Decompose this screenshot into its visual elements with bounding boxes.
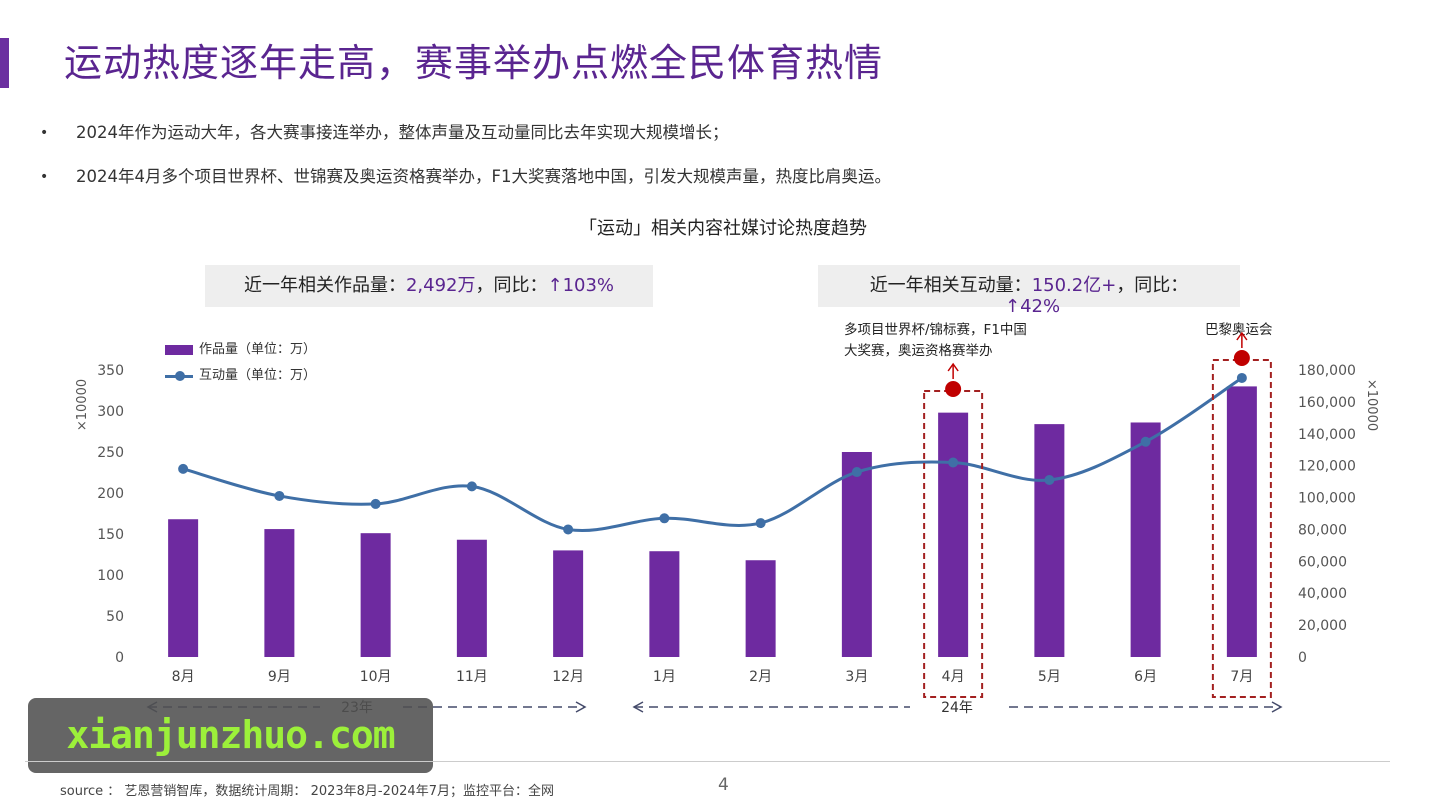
july-annotation: 巴黎奥运会 (1205, 320, 1273, 341)
interactions-stat-value: 150.2亿+ (1031, 275, 1117, 296)
y-left-tick-label: 250 (97, 445, 124, 461)
y-right-axis-label: ×10000 (1364, 379, 1379, 431)
bullet-text: 2024年作为运动大年，各大赛事接连举办，整体声量及互动量同比去年实现大规模增长… (76, 123, 729, 142)
highlight-box-4月 (923, 390, 984, 698)
bar-1月 (649, 551, 680, 657)
bar-8月 (168, 519, 199, 657)
april-annotation: 多项目世界杯/锦标赛，F1中国 大奖赛，奥运资格赛举办 (844, 320, 1027, 362)
x-tick-label: 1月 (653, 669, 676, 685)
interaction-line (182, 376, 1243, 532)
y-right-tick-label: 80,000 (1298, 522, 1347, 538)
period-gap (910, 698, 1008, 716)
y-right-tick-label: 60,000 (1298, 554, 1347, 570)
works-stat-mid: ，同比： (475, 275, 548, 296)
works-stat-prefix: 近一年相关作品量： (243, 275, 406, 296)
line-point-8月 (178, 463, 189, 474)
line-point-7月 (1236, 372, 1247, 383)
interactions-stat-prefix: 近一年相关互动量： (869, 275, 1032, 296)
line-point-11月 (466, 481, 477, 492)
bullet-dot: • (40, 125, 49, 141)
bar-2月 (745, 560, 776, 657)
y-left-tick-label: 200 (97, 486, 124, 502)
july-annotation-line: 巴黎奥运会 (1205, 322, 1273, 338)
works-stat-value: 2,492万 (405, 275, 476, 296)
highlight-arrow-head (1236, 331, 1248, 341)
x-tick-label: 9月 (268, 669, 291, 685)
y-left-tick-label: 100 (97, 568, 124, 584)
period-arrow-right (1271, 701, 1283, 713)
x-tick-label: 3月 (845, 669, 868, 685)
period-arrow-right (575, 701, 587, 713)
line-point-6月 (1140, 436, 1151, 447)
bar-11月 (456, 539, 487, 657)
bar-10月 (360, 533, 391, 657)
interactions-stat-box: 近一年相关互动量：150.2亿+，同比： (818, 265, 1240, 307)
x-tick-label: 4月 (942, 669, 965, 685)
period-label-24: 24年 (941, 700, 973, 716)
legend-label: 互动量（单位：万） (199, 368, 317, 383)
y-right-tick-label: 120,000 (1298, 459, 1356, 475)
period-arrow-left (632, 701, 644, 713)
y-left-tick-label: 150 (97, 527, 124, 543)
line-point-10月 (370, 498, 381, 509)
y-right-tick-label: 20,000 (1298, 618, 1347, 634)
works-stat-box: 近一年相关作品量：2,492万，同比：↑103% (205, 265, 653, 307)
page-number: 4 (718, 775, 729, 795)
line-point-2月 (755, 518, 766, 529)
y-right-tick-label: 180,000 (1298, 363, 1356, 379)
line-point-5月 (1044, 475, 1055, 486)
bar-7月 (1226, 386, 1257, 657)
line-point-4月 (948, 457, 959, 468)
y-right-tick-label: 0 (1298, 650, 1307, 666)
april-annotation-line: 大奖赛，奥运资格赛举办 (844, 343, 993, 359)
y-left-tick-label: 300 (97, 404, 124, 420)
highlight-marker-7月 (1233, 350, 1250, 366)
bar-12月 (553, 550, 584, 657)
x-tick-label: 11月 (456, 669, 488, 685)
interactions-stat-growth: ↑42% (1005, 296, 1061, 317)
title-accent-bar (0, 38, 9, 88)
bar-3月 (841, 452, 872, 657)
legend-bar-swatch (165, 345, 193, 355)
line-point-3月 (851, 467, 862, 478)
works-stat-growth: ↑103% (547, 275, 615, 296)
y-left-tick-label: 350 (97, 363, 124, 379)
watermark: xianjunzhuo.com (28, 698, 433, 773)
highlight-arrow-head (947, 362, 959, 372)
y-right-tick-label: 140,000 (1298, 427, 1356, 443)
x-tick-label: 7月 (1230, 669, 1253, 685)
april-annotation-line: 多项目世界杯/锦标赛，F1中国 (844, 322, 1027, 338)
y-right-tick-label: 160,000 (1298, 395, 1356, 411)
x-tick-label: 8月 (172, 669, 195, 685)
x-tick-label: 5月 (1038, 669, 1061, 685)
y-right-tick-label: 100,000 (1298, 491, 1356, 507)
footer-divider (25, 761, 1390, 762)
source-note: source ： 艺恩营销智库，数据统计周期： 2023年8月-2024年7月；… (60, 784, 554, 799)
y-left-axis-label: ×10000 (75, 379, 90, 431)
y-right-tick-label: 40,000 (1298, 586, 1347, 602)
legend-label: 作品量（单位：万） (199, 342, 317, 357)
bar-6月 (1130, 422, 1161, 657)
x-tick-label: 2月 (749, 669, 772, 685)
page-title: 运动热度逐年走高，赛事举办点燃全民体育热情 (64, 41, 884, 85)
legend-dot-swatch (175, 371, 185, 381)
x-tick-label: 10月 (360, 669, 392, 685)
highlight-box-7月 (1211, 359, 1272, 698)
line-point-12月 (563, 524, 574, 535)
y-left-tick-label: 50 (106, 609, 124, 625)
bar-9月 (264, 529, 295, 657)
y-left-tick-label: 0 (115, 650, 124, 666)
line-point-1月 (659, 513, 670, 524)
interactions-stat-mid: ，同比： (1116, 275, 1189, 296)
x-tick-label: 6月 (1134, 669, 1157, 685)
x-tick-label: 12月 (552, 669, 584, 685)
line-point-9月 (274, 490, 285, 501)
highlight-marker-4月 (945, 381, 962, 397)
bar-5月 (1034, 424, 1065, 657)
bar-4月 (938, 412, 969, 657)
bullet-dot: • (40, 169, 49, 185)
bullet-text: 2024年4月多个项目世界杯、世锦赛及奥运资格赛举办，F1大奖赛落地中国，引发大… (76, 167, 891, 186)
chart-title: 「运动」相关内容社媒讨论热度趋势 (579, 218, 867, 239)
